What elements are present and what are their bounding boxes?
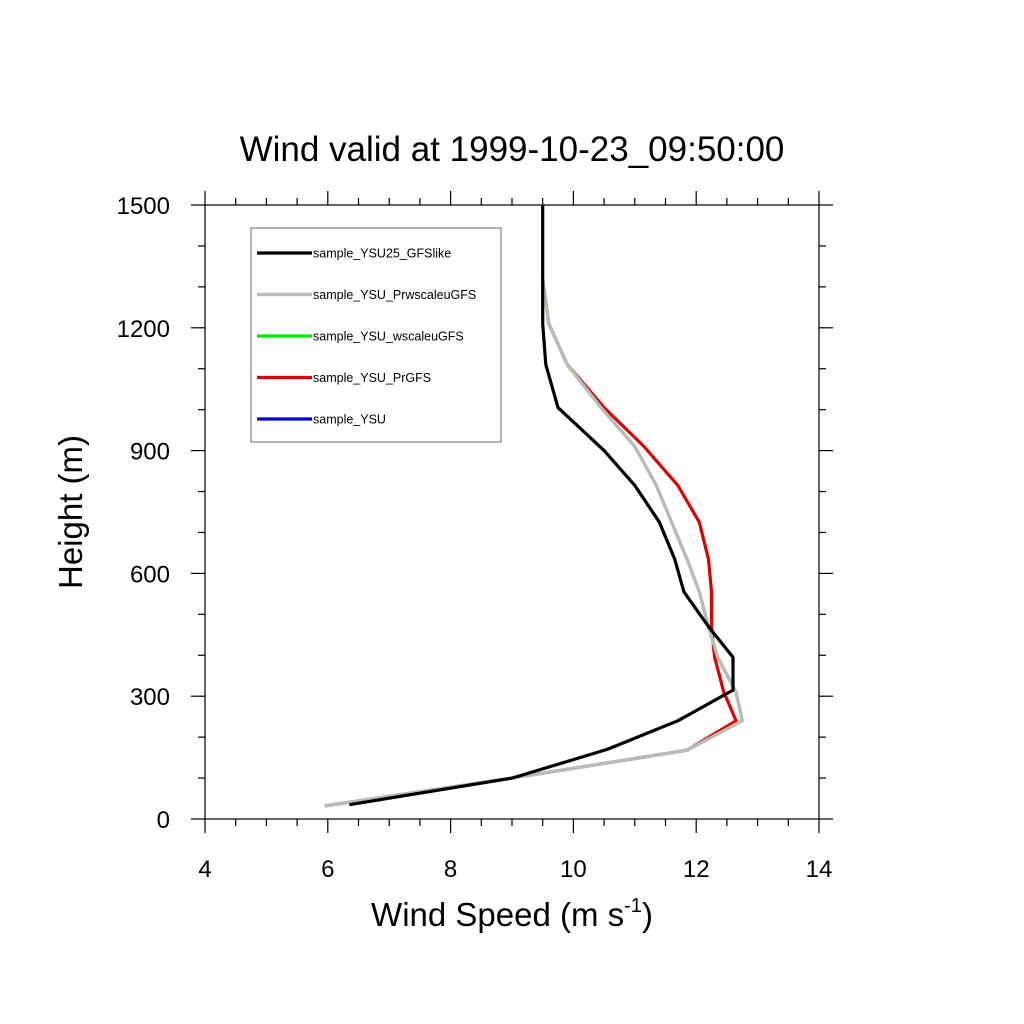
legend-label-sample_YSU_PrGFS: sample_YSU_PrGFS	[313, 371, 431, 385]
y-tick-label: 600	[130, 561, 170, 588]
series-line-sample_YSU25_GFSlike	[349, 205, 735, 807]
legend-label-sample_YSU25_GFSlike: sample_YSU25_GFSlike	[313, 247, 451, 261]
legend-label-sample_YSU_PrwscaleuGFS: sample_YSU_PrwscaleuGFS	[313, 288, 476, 302]
axes-layer	[191, 191, 833, 833]
y-tick-label: 1500	[117, 193, 170, 220]
series-layer	[324, 205, 744, 808]
legend-label-sample_YSU: sample_YSU	[313, 413, 386, 427]
x-tick-label: 10	[560, 856, 587, 883]
y-tick-label: 300	[130, 684, 170, 711]
y-tick-label: 900	[130, 439, 170, 466]
y-tick-label: 0	[157, 807, 170, 834]
series-line-sample_YSU_PrwscaleuGFS	[324, 278, 744, 808]
x-axis-label-end: )	[642, 896, 653, 933]
x-tick-label: 12	[683, 856, 710, 883]
legend: sample_YSU25_GFSlike sample_YSU_Prwscaleu…	[250, 227, 502, 443]
chart-title: Wind valid at 1999-10-23_09:50:00	[240, 130, 785, 169]
x-tick-label: 6	[321, 856, 334, 883]
x-axis-label-main: Wind Speed (m s	[371, 896, 624, 933]
legend-label-sample_YSU_wscaleuGFS: sample_YSU_wscaleuGFS	[313, 330, 464, 344]
x-axis-label-superscript: -1	[624, 895, 642, 917]
y-axis-label: Height (m)	[52, 435, 89, 589]
x-tick-label: 4	[198, 856, 211, 883]
legend-items: sample_YSU25_GFSlike sample_YSU_Prwscaleu…	[257, 247, 476, 427]
x-tick-label: 8	[444, 856, 457, 883]
y-tick-label: 1200	[117, 316, 170, 343]
x-tick-label: 14	[806, 856, 833, 883]
tick-labels: 4 6 8 10 12 14 0 300 600 900 1200 1500	[117, 193, 833, 883]
x-axis-label: Wind Speed (m s-1)	[371, 895, 653, 933]
